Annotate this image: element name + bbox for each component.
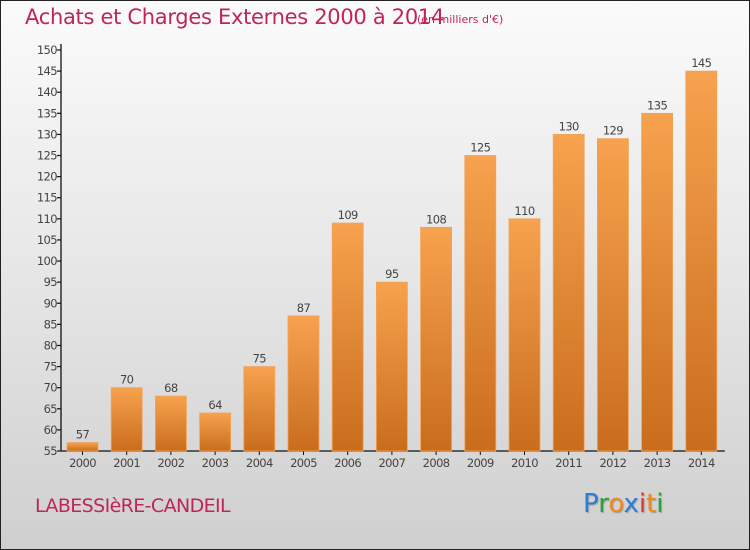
y-tick-label: 135	[37, 106, 57, 120]
bars	[66, 70, 718, 452]
value-label: 130	[559, 119, 579, 133]
y-tick-label: 95	[44, 275, 58, 289]
value-label: 95	[385, 267, 399, 281]
value-label: 135	[647, 98, 667, 112]
value-label: 129	[603, 124, 623, 138]
logo-letter: o	[608, 489, 624, 519]
logo-letter: t	[646, 489, 657, 519]
bar	[464, 155, 497, 452]
y-tick-label: 100	[37, 254, 57, 268]
x-axis: 2000 2001 2002 2003 2004 2005 2006 2007 2008 2009…	[61, 450, 725, 470]
logo-letter: x	[623, 489, 639, 519]
x-tick-label: 2002	[157, 456, 184, 470]
x-tick-label: 2005	[290, 456, 317, 470]
bar	[641, 112, 673, 452]
commune-name: LABESSIèRE-CANDEIL	[35, 495, 231, 517]
bar	[375, 281, 408, 452]
y-tick-label: 140	[37, 85, 57, 99]
value-labels: 57 70 68 64 75 87 109 95 108 125 110 130 129 135 145	[76, 56, 712, 441]
value-label: 110	[514, 204, 534, 218]
proxiti-logo[interactable]: Proxiti	[583, 489, 664, 519]
y-tick-label: 65	[44, 402, 58, 416]
value-label: 75	[253, 352, 267, 366]
bar	[420, 226, 453, 452]
y-axis: 55 60 65 70 75 80 85 90 95 100 105 110 115 120 125 130 1…	[37, 43, 62, 458]
y-tick-label: 70	[44, 381, 58, 395]
x-tick-label: 2006	[334, 456, 361, 470]
x-tick-label: 2008	[423, 456, 450, 470]
value-label: 68	[164, 381, 178, 395]
bar	[685, 70, 718, 452]
y-tick-label: 60	[44, 423, 58, 437]
value-label: 64	[208, 398, 222, 412]
value-label: 57	[76, 428, 90, 442]
bar	[287, 315, 320, 452]
y-tick-label: 120	[37, 170, 57, 184]
x-tick-label: 2009	[467, 456, 494, 470]
y-tick-label: 75	[44, 360, 58, 374]
bar	[199, 412, 232, 452]
value-label: 125	[470, 141, 490, 155]
x-tick-label: 2007	[378, 456, 405, 470]
x-tick-label: 2010	[511, 456, 538, 470]
bar	[154, 395, 187, 452]
value-label: 109	[338, 208, 358, 222]
y-tick-label: 110	[37, 212, 57, 226]
y-tick-label: 150	[37, 43, 57, 57]
logo-letter: i	[638, 489, 647, 519]
y-tick-label: 130	[37, 127, 57, 141]
value-label: 87	[297, 301, 311, 315]
bar	[243, 366, 276, 452]
value-label: 108	[426, 212, 446, 226]
logo-letter: i	[656, 489, 664, 519]
y-tick-label: 125	[37, 149, 57, 163]
x-tick-label: 2013	[644, 456, 671, 470]
bar	[597, 138, 629, 452]
chart-subtitle: (en milliers d'€)	[417, 13, 504, 26]
x-tick-label: 2004	[246, 456, 273, 470]
x-tick-label: 2001	[113, 456, 140, 470]
x-tick-label: 2000	[69, 456, 96, 470]
x-tick-label: 2003	[202, 456, 229, 470]
bar	[331, 222, 364, 452]
chart-title: Achats et Charges Externes 2000 à 2014	[25, 5, 445, 29]
y-tick-label: 105	[37, 233, 57, 247]
y-tick-label: 80	[44, 338, 58, 352]
x-tick-label: 2012	[599, 456, 626, 470]
y-tick-label: 115	[37, 191, 57, 205]
bar	[110, 387, 143, 452]
x-tick-label: 2011	[555, 456, 582, 470]
bar	[66, 442, 99, 452]
bar	[508, 218, 541, 452]
y-tick-label: 55	[44, 444, 58, 458]
y-tick-label: 90	[44, 296, 58, 310]
x-tick-label: 2014	[688, 456, 715, 470]
value-label: 145	[691, 56, 711, 70]
y-tick-label: 145	[37, 64, 57, 78]
logo-letter: P	[583, 489, 599, 519]
bar	[552, 134, 585, 452]
logo-letter: r	[598, 489, 609, 519]
value-label: 70	[120, 373, 134, 387]
y-tick-label: 85	[44, 317, 58, 331]
